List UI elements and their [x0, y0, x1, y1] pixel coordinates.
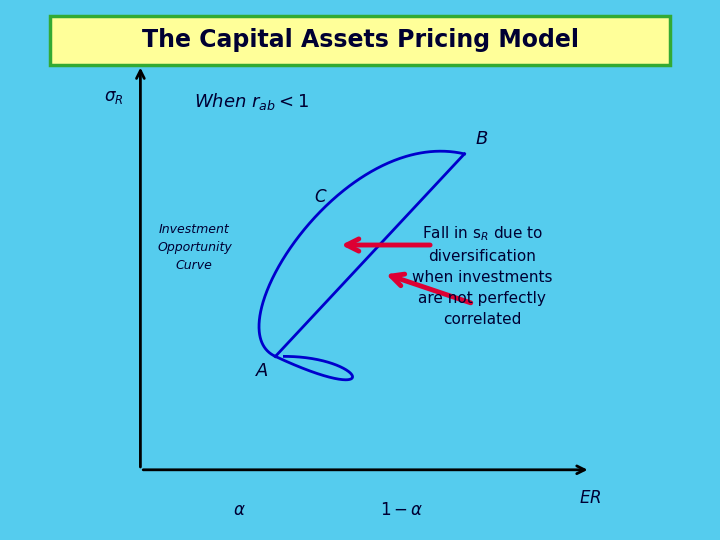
Text: C: C [314, 188, 326, 206]
Text: $When\ r_{ab}<1$: $When\ r_{ab}<1$ [194, 91, 310, 112]
Text: Fall in s$_R$ due to
diversification
when investments
are not perfectly
correlat: Fall in s$_R$ due to diversification whe… [412, 224, 553, 327]
Text: $\sigma_R$: $\sigma_R$ [104, 88, 123, 106]
Text: $1-\alpha$: $1-\alpha$ [379, 501, 423, 519]
Text: B: B [475, 131, 487, 149]
Text: The Capital Assets Pricing Model: The Capital Assets Pricing Model [142, 29, 578, 52]
Text: $\alpha$: $\alpha$ [233, 501, 246, 519]
Text: Investment
Opportunity
Curve: Investment Opportunity Curve [157, 222, 232, 272]
Text: A: A [256, 362, 268, 380]
FancyBboxPatch shape [50, 16, 670, 65]
Text: $ER$: $ER$ [579, 489, 602, 507]
